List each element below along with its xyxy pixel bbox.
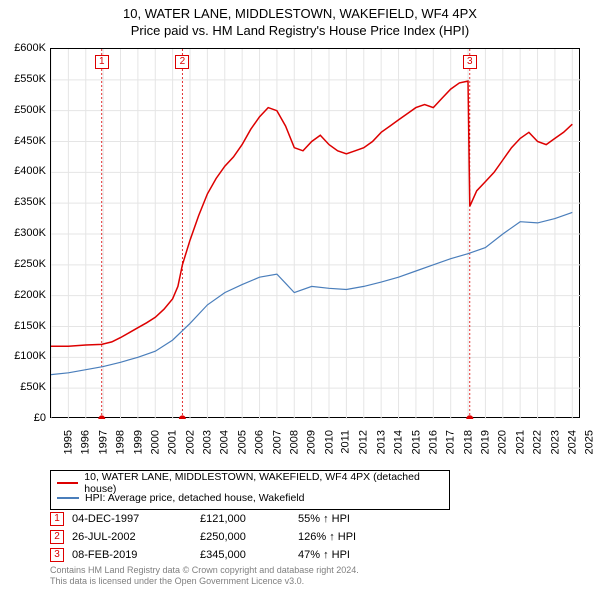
chart-title: 10, WATER LANE, MIDDLESTOWN, WAKEFIELD, … [0,6,600,21]
sale-marker-badge: 3 [463,55,477,69]
sale-date: 26-JUL-2002 [72,531,192,543]
x-tick-label: 2012 [358,430,370,454]
y-tick-label: £0 [34,412,46,424]
sale-relative: 126% ↑ HPI [298,531,408,543]
x-tick-label: 2024 [566,430,578,454]
x-tick-label: 2025 [584,430,596,454]
x-tick-label: 2004 [219,430,231,454]
x-tick-label: 2011 [340,430,352,454]
legend-item: 10, WATER LANE, MIDDLESTOWN, WAKEFIELD, … [57,475,443,490]
y-tick-label: £250K [14,258,46,270]
x-tick-label: 2019 [480,430,492,454]
sale-row: 3 08-FEB-2019 £345,000 47% ↑ HPI [50,546,530,564]
x-tick-label: 1996 [80,430,92,454]
y-tick-label: £350K [14,196,46,208]
x-tick-label: 2014 [393,430,405,454]
sale-price: £121,000 [200,513,290,525]
sale-marker-badge: 2 [175,55,189,69]
sales-table: 1 04-DEC-1997 £121,000 55% ↑ HPI 2 26-JUL-200… [50,510,530,564]
x-tick-label: 2022 [532,430,544,454]
x-tick-label: 1995 [62,430,74,454]
sale-row: 2 26-JUL-2002 £250,000 126% ↑ HPI [50,528,530,546]
x-tick-label: 2006 [254,430,266,454]
sale-row: 1 04-DEC-1997 £121,000 55% ↑ HPI [50,510,530,528]
x-tick-label: 1998 [115,430,127,454]
x-tick-label: 2021 [514,430,526,454]
x-tick-label: 2013 [375,430,387,454]
sale-badge: 2 [50,530,64,544]
attribution-footer: Contains HM Land Registry data © Crown c… [50,565,359,588]
sale-date: 08-FEB-2019 [72,549,192,561]
x-tick-label: 2000 [149,430,161,454]
chart-area: £0£50K£100K£150K£200K£250K£300K£350K£400… [50,48,580,418]
x-tick-label: 1999 [132,430,144,454]
footer-line: Contains HM Land Registry data © Crown c… [50,565,359,576]
legend-label: HPI: Average price, detached house, Wake… [85,492,304,504]
y-tick-label: £50K [20,381,46,393]
sale-date: 04-DEC-1997 [72,513,192,525]
x-tick-label: 2023 [549,430,561,454]
chart-subtitle: Price paid vs. HM Land Registry's House … [0,23,600,38]
x-axis: 1995 1996 1997 1998 1999 2000 2001 2002 2003 2004… [50,420,580,465]
x-tick-label: 2018 [462,430,474,454]
x-tick-label: 2005 [236,430,248,454]
x-tick-label: 2016 [427,430,439,454]
y-tick-label: £300K [14,227,46,239]
y-tick-label: £550K [14,73,46,85]
footer-line: This data is licensed under the Open Gov… [50,576,359,587]
legend-swatch [57,497,79,499]
sale-price: £250,000 [200,531,290,543]
x-tick-label: 2009 [306,430,318,454]
x-tick-label: 2007 [271,430,283,454]
legend-swatch [57,482,78,484]
sale-badge: 1 [50,512,64,526]
y-tick-label: £100K [14,350,46,362]
x-tick-label: 2003 [202,430,214,454]
x-tick-label: 2015 [410,430,422,454]
plot-area: 1 2 3 [50,48,580,418]
legend: 10, WATER LANE, MIDDLESTOWN, WAKEFIELD, … [50,470,450,510]
x-tick-label: 2001 [167,430,179,454]
y-tick-label: £400K [14,165,46,177]
y-tick-label: £500K [14,104,46,116]
sale-relative: 55% ↑ HPI [298,513,408,525]
sale-marker-badge: 1 [95,55,109,69]
sale-price: £345,000 [200,549,290,561]
y-tick-label: £150K [14,320,46,332]
sale-relative: 47% ↑ HPI [298,549,408,561]
y-tick-label: £200K [14,289,46,301]
x-tick-label: 2017 [445,430,457,454]
sale-badge: 3 [50,548,64,562]
y-tick-label: £600K [14,42,46,54]
x-tick-label: 2008 [288,430,300,454]
x-tick-label: 2002 [184,430,196,454]
x-tick-label: 2020 [497,430,509,454]
x-tick-label: 2010 [323,430,335,454]
x-tick-label: 1997 [97,430,109,454]
y-tick-label: £450K [14,135,46,147]
